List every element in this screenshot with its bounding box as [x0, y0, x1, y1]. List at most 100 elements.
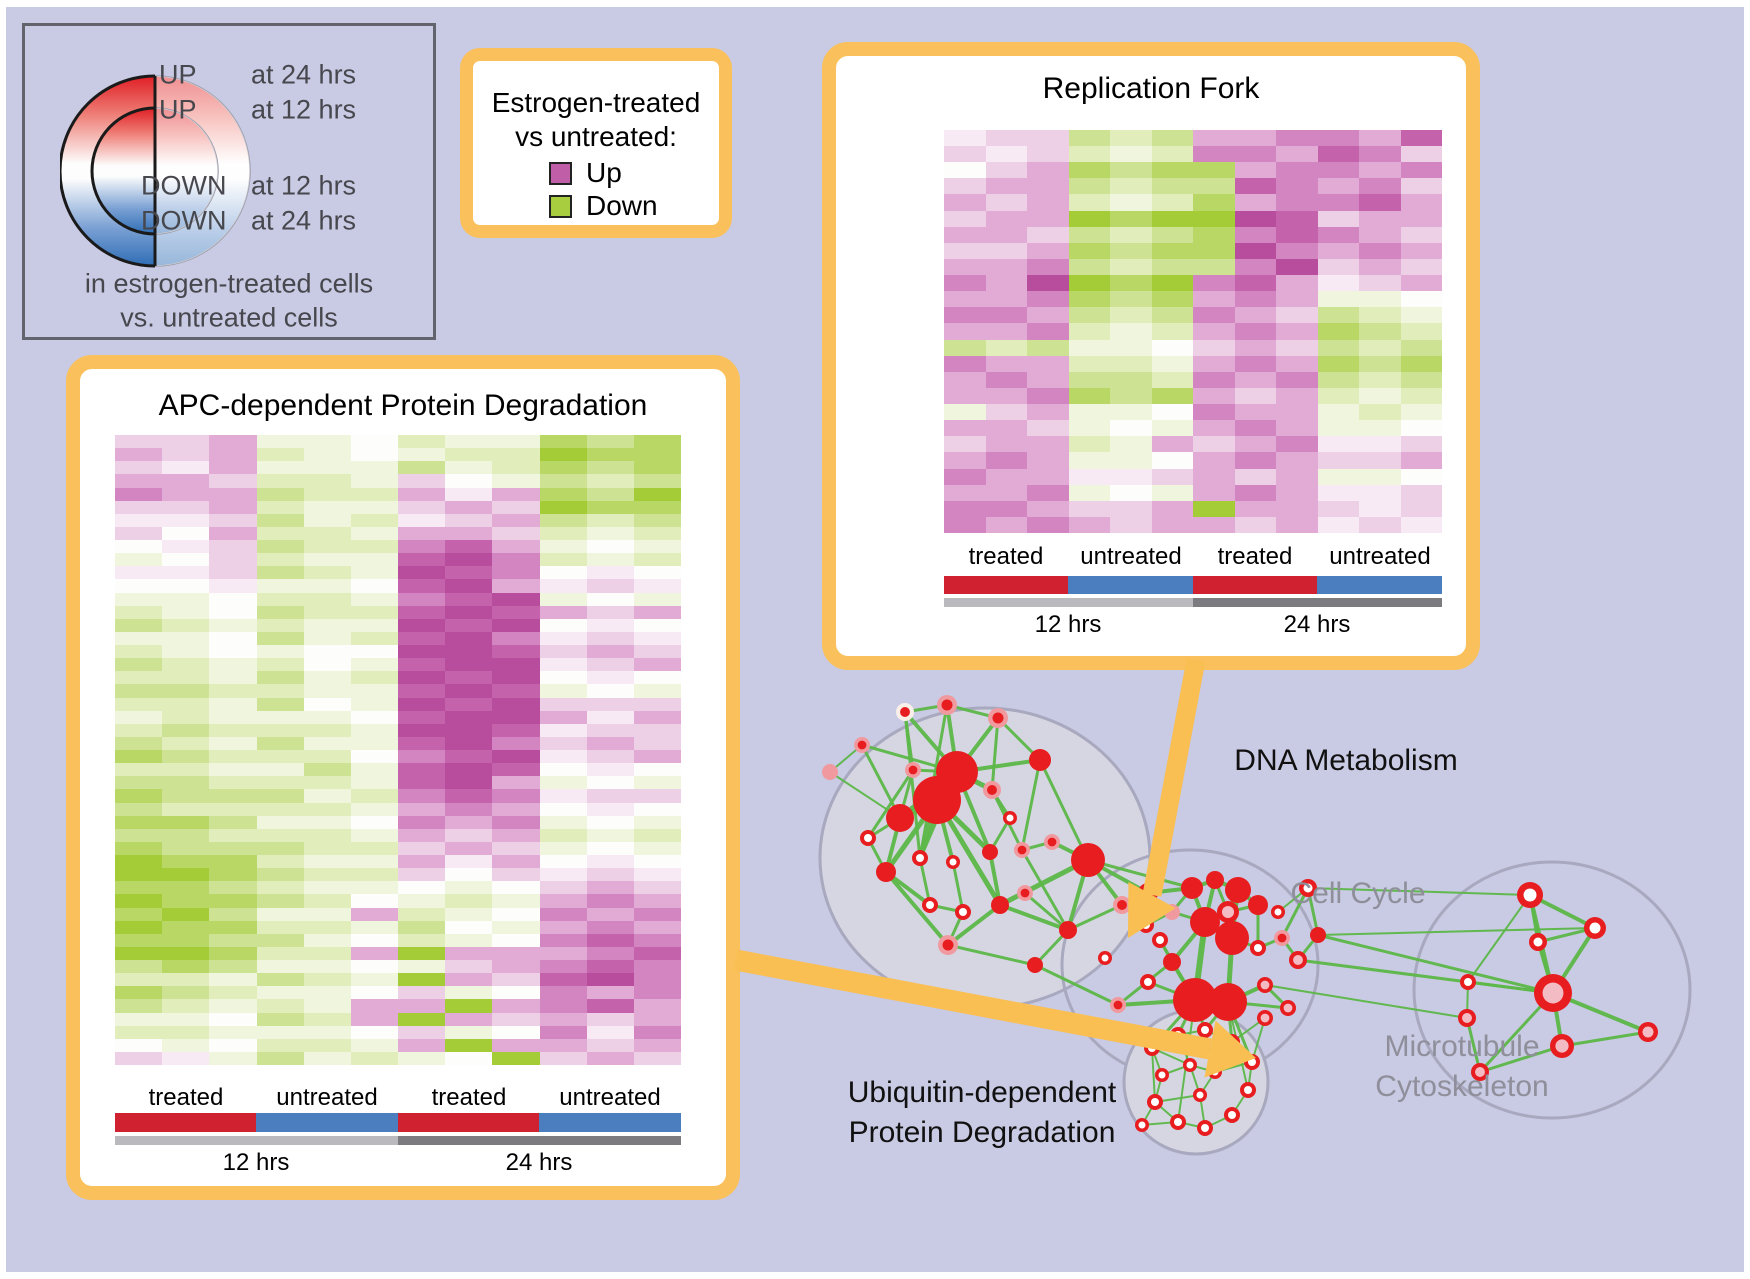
heatmap-cell	[1359, 130, 1401, 147]
heatmap-cell	[350, 513, 398, 527]
heatmap-cell	[1068, 307, 1110, 324]
heatmap-cell	[985, 275, 1027, 292]
heatmap-cell	[1276, 291, 1318, 308]
heatmap-cell	[445, 828, 493, 842]
heatmap-cell	[303, 553, 351, 567]
heatmap-cell	[1276, 226, 1318, 243]
heatmap-cell	[350, 435, 398, 449]
heatmap-cell	[1151, 323, 1193, 340]
heatmap-cell	[209, 710, 257, 724]
heatmap-cell	[209, 553, 257, 567]
heatmap-cell	[586, 933, 634, 947]
replication-heatmap	[944, 130, 1442, 533]
heatmap-cell	[162, 566, 210, 580]
heatmap-cell	[209, 802, 257, 816]
heatmap-cell	[1400, 210, 1442, 227]
heatmap-cell	[398, 763, 446, 777]
heatmap-cell	[350, 631, 398, 645]
heatmap-cell	[303, 1038, 351, 1052]
heatmap-cell	[445, 894, 493, 908]
heatmap-cell	[1234, 162, 1276, 179]
heatmap-cell	[1317, 242, 1359, 259]
heatmap-cell	[115, 1051, 163, 1065]
apc-24hr-bar	[398, 1136, 681, 1145]
heatmap-cell	[633, 710, 681, 724]
heatmap-cell	[209, 592, 257, 606]
heatmap-cell	[1317, 226, 1359, 243]
heatmap-cell	[398, 789, 446, 803]
heatmap-cell	[1027, 291, 1069, 308]
heatmap-cell	[1193, 323, 1235, 340]
heatmap-cell	[944, 500, 986, 517]
heatmap-cell	[1276, 404, 1318, 421]
heatmap-cell	[1359, 307, 1401, 324]
heatmap-cell	[115, 435, 163, 449]
heatmap-cell	[586, 1012, 634, 1026]
heatmap-cell	[1317, 500, 1359, 517]
heatmap-cell	[398, 697, 446, 711]
heatmap-cell	[539, 750, 587, 764]
heatmap-cell	[209, 881, 257, 895]
heatmap-cell	[1193, 500, 1235, 517]
heatmap-cell	[1068, 516, 1110, 533]
heatmap-cell	[398, 986, 446, 1000]
heatmap-cell	[633, 960, 681, 974]
heatmap-cell	[1193, 516, 1235, 533]
heatmap-cell	[115, 933, 163, 947]
heatmap-cell	[256, 579, 304, 593]
heatmap-cell	[586, 802, 634, 816]
heatmap-cell	[1317, 436, 1359, 453]
heatmap-cell	[1400, 355, 1442, 372]
heatmap-cell	[209, 1025, 257, 1039]
heatmap-cell	[1193, 307, 1235, 324]
heatmap-cell	[1193, 387, 1235, 405]
heatmap-cell	[1234, 226, 1276, 243]
heatmap-cell	[586, 1038, 634, 1052]
heatmap-cell	[115, 684, 163, 698]
heatmap-cell	[350, 736, 398, 750]
heatmap-cell	[492, 999, 540, 1013]
heatmap-cell	[586, 631, 634, 645]
heatmap-cell	[1027, 210, 1069, 227]
heatmap-cell	[303, 1012, 351, 1026]
heatmap-cell	[539, 881, 587, 895]
heatmap-cell	[985, 242, 1027, 259]
heatmap-cell	[633, 513, 681, 527]
heatmap-cell	[256, 631, 304, 645]
heatmap-cell	[398, 474, 446, 488]
heatmap-cell	[1400, 226, 1442, 243]
heatmap-cell	[944, 420, 986, 437]
heatmap-cell	[445, 1012, 493, 1026]
heatmap-cell	[398, 500, 446, 514]
heatmap-cell	[162, 500, 210, 514]
heatmap-cell	[1234, 130, 1276, 147]
heatmap-cell	[303, 526, 351, 540]
heatmap-cell	[1234, 404, 1276, 421]
heatmap-cell	[445, 920, 493, 934]
heatmap-cell	[1400, 404, 1442, 421]
heatmap-cell	[1359, 242, 1401, 259]
heatmap-cell	[445, 435, 493, 449]
heatmap-cell	[633, 999, 681, 1013]
heatmap-cell	[162, 540, 210, 554]
heatmap-cell	[492, 986, 540, 1000]
heatmap-cell	[1151, 404, 1193, 421]
rep-24hr-bar	[1193, 598, 1442, 607]
heatmap-cell	[1068, 146, 1110, 163]
heatmap-cell	[115, 671, 163, 685]
heatmap-cell	[398, 540, 446, 554]
heatmap-cell	[1027, 242, 1069, 259]
heatmap-cell	[209, 1051, 257, 1065]
heatmap-cell	[303, 448, 351, 462]
heatmap-cell	[944, 162, 986, 179]
heatmap-cell	[303, 736, 351, 750]
heatmap-cell	[633, 828, 681, 842]
heatmap-cell	[209, 658, 257, 672]
heatmap-cell	[1151, 452, 1193, 469]
heatmap-cell	[1151, 130, 1193, 147]
heatmap-cell	[586, 526, 634, 540]
up-24-word: UP	[159, 59, 197, 90]
heatmap-cell	[586, 579, 634, 593]
heatmap-cell	[445, 841, 493, 855]
heatmap-cell	[1193, 371, 1235, 388]
